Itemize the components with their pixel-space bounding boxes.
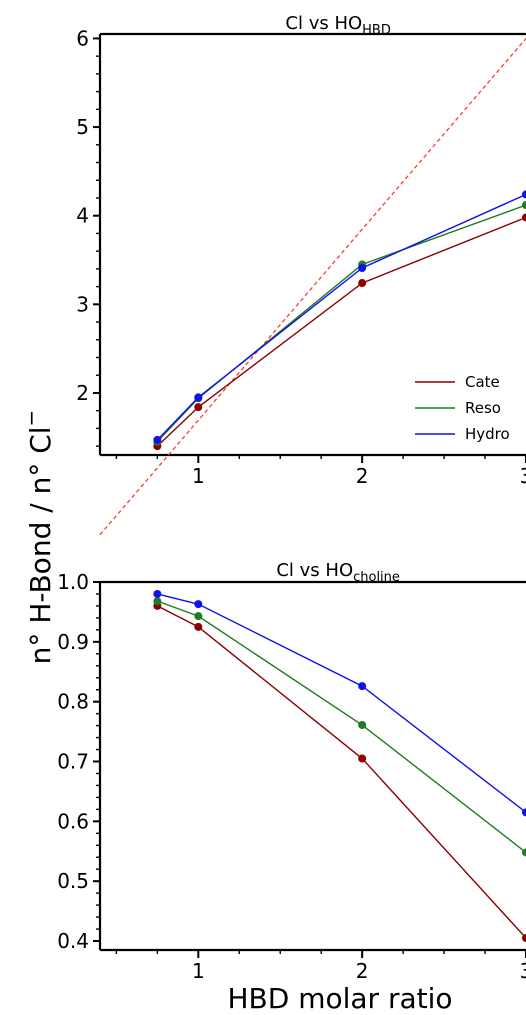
chart-title-main: Cl vs HO	[285, 13, 362, 34]
series-line-reso	[157, 600, 526, 854]
y-tick-label: 2	[76, 381, 89, 405]
x-tick-label: 3	[520, 464, 526, 488]
y-tick-label: 0.4	[57, 929, 89, 953]
chart-title-subscript: HBD	[362, 23, 391, 38]
data-point-hydro	[358, 263, 367, 272]
series-cate	[153, 601, 526, 943]
series-hydro	[153, 190, 526, 444]
legend-label-hydro: Hydro	[465, 425, 510, 443]
y-tick-label: 0.7	[57, 750, 89, 774]
legend: Cate Reso Hydro	[415, 373, 510, 443]
y-tick-label: 6	[76, 26, 89, 50]
data-point-hydro	[522, 190, 526, 199]
data-point-reso	[522, 848, 526, 857]
series-line-cate	[156, 216, 526, 447]
data-point-hydro	[358, 682, 367, 691]
data-point-reso	[153, 597, 162, 606]
data-point-cate	[522, 934, 526, 943]
y-tick-label: 3	[76, 292, 89, 316]
y-tick-label: 0.6	[57, 809, 89, 833]
series-line-reso	[156, 204, 526, 443]
x-tick-label: 1	[192, 959, 205, 983]
series-line-hydro	[156, 193, 526, 441]
y-tick-label: 5	[76, 115, 89, 139]
y-tick-label: 1.0	[57, 570, 89, 594]
y-axis-label: n° H-Bond / n° Cl−	[19, 410, 57, 665]
data-point-reso	[358, 721, 367, 730]
x-tick-label: 2	[356, 959, 369, 983]
x-tick-label: 2	[356, 464, 369, 488]
data-point-hydro	[153, 589, 162, 598]
data-point-hydro	[522, 808, 526, 817]
x-tick-label: 3	[520, 959, 526, 983]
data-point-cate	[194, 403, 203, 412]
reference-diagonal-line	[99, 38, 526, 536]
y-tick-label: 4	[76, 204, 89, 228]
series-line-hydro	[157, 593, 526, 813]
y-axis-label-superscript: −	[19, 410, 43, 427]
data-point-reso	[194, 612, 203, 621]
data-point-cate	[358, 279, 367, 288]
data-point-hydro	[153, 435, 162, 444]
data-point-cate	[522, 213, 526, 222]
y-tick-label: 0.5	[57, 869, 89, 893]
series-line-cate	[157, 605, 526, 939]
series-hydro	[153, 589, 526, 817]
series-cate	[153, 213, 526, 451]
data-point-cate	[194, 622, 203, 631]
data-point-hydro	[194, 600, 203, 609]
data-point-hydro	[194, 393, 203, 402]
legend-label-cate: Cate	[465, 373, 500, 391]
chart-panel-1: Cl vs HOHBD 2 3 4 5 6 1 2 3 Cate Reso Hydro	[76, 13, 526, 536]
legend-label-reso: Reso	[465, 399, 501, 417]
y-axis-label-text: n° H-Bond / n° Cl	[24, 426, 57, 664]
data-point-reso	[522, 201, 526, 210]
chart-title-main: Cl vs HO	[276, 560, 353, 581]
y-tick-label: 0.9	[57, 630, 89, 654]
data-point-cate	[358, 754, 367, 763]
x-axis-label: HBD molar ratio	[227, 982, 452, 1015]
series-reso	[153, 597, 526, 857]
x-tick-label: 1	[192, 464, 205, 488]
y-tick-label: 0.8	[57, 690, 89, 714]
